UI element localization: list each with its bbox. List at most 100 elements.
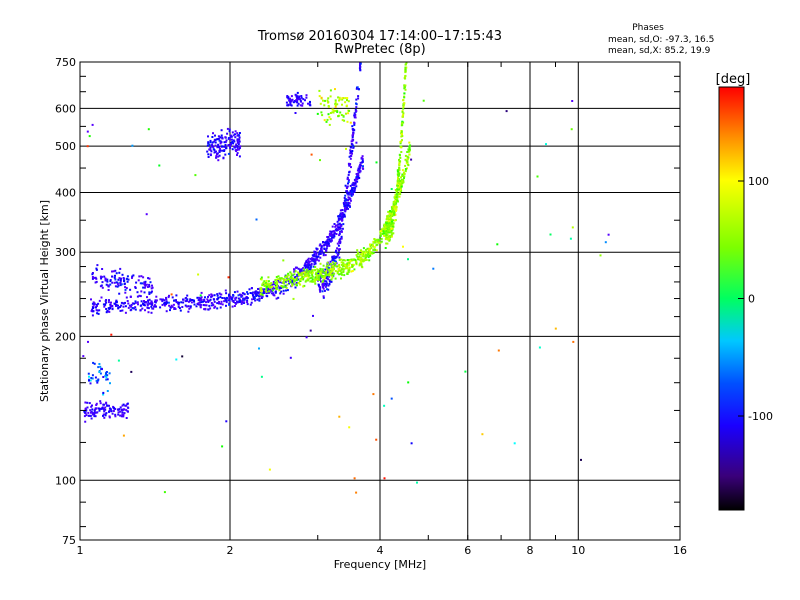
echo-point: [198, 296, 201, 299]
echo-point: [326, 236, 329, 238]
echo-point: [364, 258, 367, 261]
echo-point: [347, 179, 350, 182]
echo-point: [284, 280, 287, 283]
echo-point: [360, 253, 363, 256]
x-tick-label: 8: [527, 544, 534, 557]
echo-point: [325, 270, 328, 273]
echo-point: [91, 377, 94, 380]
echo-point: [305, 279, 308, 282]
echo-point: [328, 238, 331, 241]
echo-point: [432, 267, 435, 270]
echo-point: [323, 247, 326, 250]
echo-point: [343, 196, 346, 199]
echo-point: [404, 75, 407, 78]
echo-point: [141, 282, 144, 285]
echo-point: [272, 292, 275, 295]
echo-point: [225, 147, 228, 150]
echo-point: [94, 411, 96, 414]
echo-point: [360, 259, 363, 262]
echo-point: [171, 305, 174, 308]
echo-point: [89, 379, 92, 382]
echo-point: [213, 149, 216, 151]
echo-point: [123, 280, 125, 283]
echo-point: [407, 149, 410, 152]
echo-point: [404, 63, 407, 66]
echo-point: [387, 229, 390, 232]
echo-point: [307, 272, 309, 275]
echo-point: [359, 65, 362, 68]
echo-point: [115, 299, 118, 302]
echo-point: [354, 181, 357, 184]
echo-point: [261, 295, 264, 298]
echo-point: [304, 266, 307, 269]
echo-point: [322, 275, 325, 278]
echo-point: [89, 409, 92, 412]
echo-point: [363, 250, 366, 253]
echo-point: [397, 178, 400, 181]
echo-point: [228, 298, 231, 301]
echo-point: [336, 229, 339, 231]
echo-point: [327, 273, 330, 276]
echo-point: [288, 282, 291, 285]
echo-point: [398, 158, 400, 161]
echo-point: [213, 294, 216, 297]
echo-point: [359, 64, 361, 67]
echo-point: [334, 265, 337, 268]
echo-point: [99, 372, 102, 375]
echo-point: [338, 240, 341, 243]
echo-point: [99, 402, 102, 405]
stats-heading: Phases: [632, 23, 664, 33]
echo-point: [346, 120, 349, 123]
echo-point: [220, 134, 223, 137]
echo-point: [351, 134, 354, 137]
echo-point: [114, 413, 117, 416]
echo-point: [319, 286, 322, 289]
echo-point: [406, 167, 408, 170]
echo-point: [105, 283, 108, 286]
echo-point: [334, 277, 337, 280]
echo-point: [122, 277, 125, 279]
echo-point: [141, 307, 144, 310]
echo-point: [349, 190, 352, 192]
echo-point: [216, 298, 219, 301]
echo-point: [234, 302, 237, 305]
echo-point: [223, 145, 226, 148]
echo-point: [352, 263, 355, 266]
echo-point: [101, 368, 103, 371]
echo-point: [316, 270, 319, 273]
echo-point: [168, 294, 170, 297]
echo-point: [93, 415, 96, 418]
echo-point: [104, 279, 107, 282]
echo-point: [119, 406, 122, 409]
echo-point: [293, 270, 296, 273]
echo-point: [403, 96, 406, 99]
echo-point: [351, 183, 354, 186]
echo-point: [340, 213, 343, 216]
echo-point: [331, 236, 334, 239]
echo-point: [322, 276, 325, 279]
echo-point: [324, 254, 327, 257]
echo-point: [340, 277, 342, 280]
echo-point: [301, 272, 304, 275]
echo-point: [361, 161, 364, 163]
echo-point: [180, 301, 183, 304]
echo-point: [118, 408, 121, 411]
echo-point: [311, 257, 313, 260]
echo-point: [322, 252, 325, 255]
echo-point: [91, 273, 94, 276]
echo-point: [206, 150, 209, 153]
echo-point: [211, 143, 214, 146]
echo-point: [114, 274, 116, 277]
echo-point: [237, 143, 240, 146]
echo-point: [221, 149, 224, 152]
echo-point: [206, 298, 209, 301]
echo-point: [231, 148, 234, 151]
echo-point: [356, 249, 359, 252]
echo-point: [262, 292, 265, 295]
echo-point: [360, 156, 363, 159]
echo-point: [337, 244, 340, 247]
echo-point: [335, 224, 337, 227]
echo-point: [307, 257, 310, 260]
echo-point: [391, 235, 393, 238]
echo-point: [344, 259, 347, 262]
